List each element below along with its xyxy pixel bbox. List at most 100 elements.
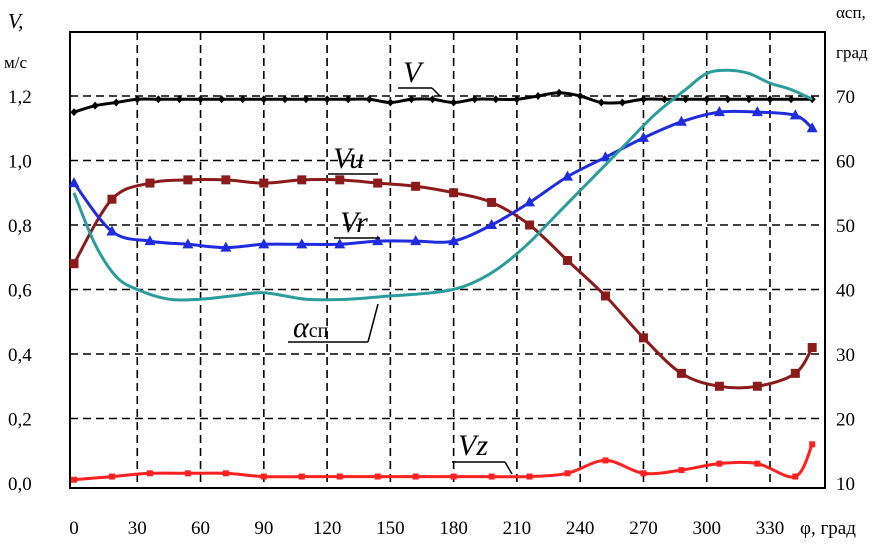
data-point <box>714 381 724 391</box>
data-point <box>640 470 647 477</box>
data-point <box>372 235 384 246</box>
y-left-tick-label: 0,4 <box>8 345 32 366</box>
y-left-tick-label: 1,0 <box>8 152 32 173</box>
data-point <box>334 238 346 249</box>
label-alpha-symbol: α <box>293 311 310 344</box>
series-3 <box>72 68 813 302</box>
data-point <box>790 368 800 378</box>
y-left-tick-label: 0,6 <box>8 281 32 302</box>
data-point <box>525 220 535 230</box>
data-point <box>526 473 533 480</box>
data-point <box>637 131 649 142</box>
data-point <box>450 98 458 107</box>
data-point <box>71 476 77 483</box>
label-vr: Vr <box>334 206 380 239</box>
data-point <box>239 95 247 104</box>
data-point <box>145 178 155 188</box>
x-tick-label: 0 <box>69 518 79 539</box>
data-point <box>184 470 191 477</box>
data-point <box>183 175 193 185</box>
y-left-tick-label: 1,2 <box>8 87 32 108</box>
data-point <box>534 92 542 100</box>
x-tick-label: 210 <box>503 518 532 539</box>
grid <box>70 32 825 488</box>
x-axis-label: φ, град <box>800 518 856 539</box>
data-point <box>106 225 118 236</box>
x-tick-label: 90 <box>254 518 273 539</box>
y-right-tick-label: 50 <box>836 216 855 237</box>
label-vu-text: Vu <box>333 142 364 175</box>
data-point <box>296 238 308 249</box>
data-point <box>807 343 817 353</box>
data-point <box>70 108 78 117</box>
data-point <box>678 467 685 474</box>
data-point <box>373 178 383 188</box>
y-left-tick-label: 0,8 <box>8 216 32 237</box>
data-point <box>429 95 437 104</box>
x-tick-label: 180 <box>439 518 468 539</box>
data-point <box>365 95 373 104</box>
label-vu: Vu <box>328 142 378 175</box>
x-tick-label: 330 <box>756 518 785 539</box>
data-point <box>374 473 381 480</box>
data-point <box>562 170 574 181</box>
data-point <box>488 473 495 480</box>
x-tick-label: 30 <box>128 518 147 539</box>
label-vz-text: Vz <box>458 429 488 462</box>
label-v: V <box>398 56 441 97</box>
label-vz: Vz <box>452 429 513 475</box>
x-tick-label: 120 <box>313 518 342 539</box>
data-point <box>221 175 231 185</box>
data-point <box>618 98 626 107</box>
data-point <box>787 95 795 104</box>
y-left-unit: м/с <box>4 53 27 72</box>
data-point <box>260 473 267 480</box>
data-point <box>220 241 232 252</box>
y-left-tick-label: 0,2 <box>8 410 32 431</box>
data-point <box>754 460 761 467</box>
data-point <box>182 238 194 249</box>
data-point <box>766 95 774 104</box>
data-point <box>258 238 270 249</box>
data-point <box>411 181 421 191</box>
data-point <box>112 98 120 107</box>
series-4 <box>71 441 816 483</box>
data-point <box>564 470 571 477</box>
series-line <box>72 68 813 302</box>
data-point <box>108 473 115 480</box>
data-point <box>724 95 732 104</box>
data-point <box>716 460 723 467</box>
data-point <box>407 95 415 104</box>
data-point <box>410 235 422 246</box>
data-point <box>792 473 799 480</box>
data-point <box>682 95 690 104</box>
data-point <box>661 95 669 104</box>
x-tick-label: 270 <box>629 518 658 539</box>
data-point <box>336 473 343 480</box>
data-point <box>524 196 536 207</box>
data-point <box>703 95 711 104</box>
y-right-unit: град <box>836 43 868 62</box>
data-point <box>563 255 573 265</box>
label-alpha-leader <box>367 303 379 343</box>
data-point <box>638 333 648 343</box>
tick-labels: 0,0 0,2 0,4 0,6 0,8 1,0 1,2 10 20 30 40 50 60 70 0 30 60… <box>8 87 855 539</box>
label-v-leader <box>431 87 441 97</box>
x-tick-label: 150 <box>376 518 405 539</box>
data-point <box>448 235 460 246</box>
y-right-tick-label: 40 <box>836 281 855 302</box>
data-point <box>222 470 229 477</box>
data-point <box>298 473 305 480</box>
label-vz-leader <box>504 461 513 475</box>
y-right-label: αсп, <box>836 3 866 22</box>
data-point <box>676 368 686 378</box>
series-1 <box>69 175 817 391</box>
y-left-label: V, <box>8 9 23 33</box>
data-point <box>713 106 725 117</box>
data-point <box>806 122 818 133</box>
data-point <box>323 95 331 104</box>
data-point <box>146 470 153 477</box>
series-2 <box>68 106 818 252</box>
data-point <box>513 95 521 104</box>
